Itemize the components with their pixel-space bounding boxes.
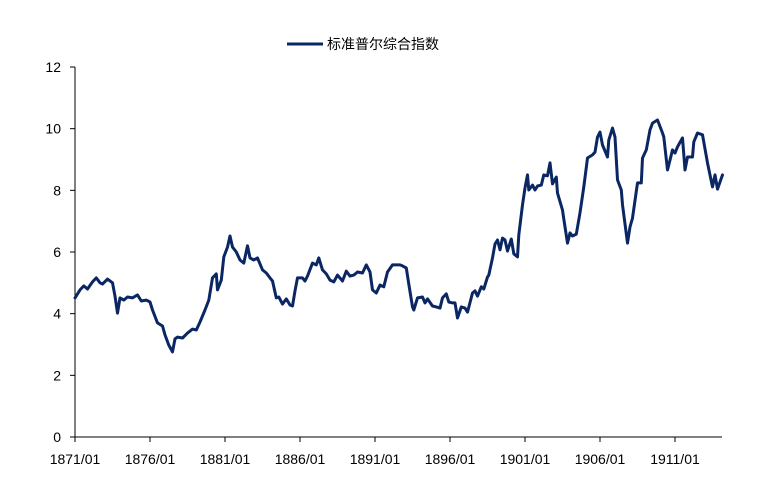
x-tick-label: 1876/01: [125, 451, 176, 467]
x-tick-label: 1911/01: [650, 451, 700, 467]
x-tick-label: 1871/01: [50, 451, 101, 467]
x-tick-label: 1901/01: [500, 451, 551, 467]
x-tick-label: 1896/01: [425, 451, 476, 467]
x-tick-label: 1891/01: [350, 451, 401, 467]
x-tick-label: 1881/01: [200, 451, 251, 467]
y-axis: 0 2 4 6 8 10 12: [45, 59, 76, 445]
y-tick-label: 6: [53, 244, 61, 260]
x-tick-label: 1886/01: [275, 451, 326, 467]
x-axis: 1871/01 1876/01 1881/01 1886/01 1891/01 1896/…: [50, 436, 722, 467]
y-tick-label: 12: [45, 59, 61, 75]
y-tick-label: 0: [53, 429, 61, 445]
series-line: [73, 118, 724, 354]
y-tick-label: 8: [53, 182, 61, 198]
y-tick-label: 2: [53, 367, 61, 383]
legend-label: 标准普尔综合指数: [327, 36, 439, 52]
y-tick-label: 10: [45, 121, 61, 137]
series-group: [73, 118, 724, 354]
y-tick-label: 4: [53, 306, 61, 322]
x-tick-label: 1906/01: [575, 451, 626, 467]
legend: 标准普尔综合指数: [287, 36, 439, 52]
